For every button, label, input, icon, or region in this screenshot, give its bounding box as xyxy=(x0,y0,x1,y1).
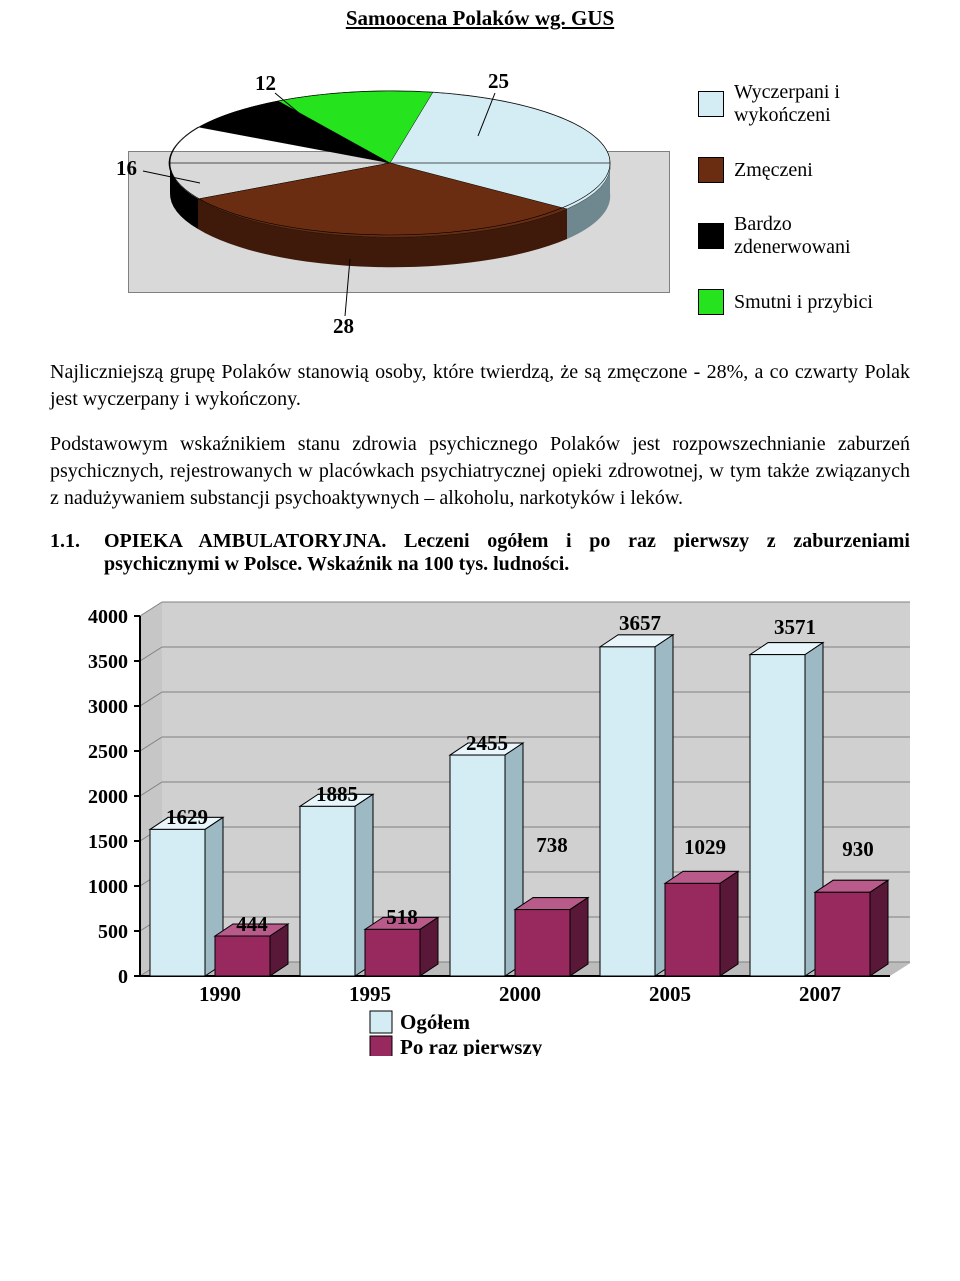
svg-text:Po raz pierwszy: Po raz pierwszy xyxy=(400,1035,543,1056)
svg-text:Ogółem: Ogółem xyxy=(400,1010,470,1034)
svg-text:1000: 1000 xyxy=(88,876,128,898)
svg-text:1885: 1885 xyxy=(316,782,358,806)
legend-label: Bardzo zdenerwowani xyxy=(734,213,910,259)
svg-text:738: 738 xyxy=(536,833,568,857)
page-title: Samoocena Polaków wg. GUS xyxy=(50,6,910,31)
legend-label: Wyczerpani i wykończeni xyxy=(734,81,910,127)
svg-text:2000: 2000 xyxy=(499,982,541,1006)
svg-text:3500: 3500 xyxy=(88,651,128,673)
svg-text:0: 0 xyxy=(118,966,128,988)
svg-text:518: 518 xyxy=(386,905,418,929)
svg-text:930: 930 xyxy=(842,837,874,861)
svg-text:3571: 3571 xyxy=(774,615,816,639)
callout-25: 25 xyxy=(488,69,509,94)
section-title: OPIEKA AMBULATORYJNA. Leczeni ogółem i p… xyxy=(104,530,910,576)
svg-text:1029: 1029 xyxy=(684,835,726,859)
callout-12: 12 xyxy=(255,71,276,96)
svg-text:2500: 2500 xyxy=(88,741,128,763)
bar-chart: 0 500 1000 1500 2000 2500 3000 3500 4000 xyxy=(50,596,910,1056)
svg-text:2455: 2455 xyxy=(466,731,508,755)
bar-svg: 0 500 1000 1500 2000 2500 3000 3500 4000 xyxy=(50,596,910,1056)
svg-text:2000: 2000 xyxy=(88,786,128,808)
callout-28: 28 xyxy=(333,314,354,339)
paragraph-2: Podstawowym wskaźnikiem stanu zdrowia ps… xyxy=(50,431,910,512)
paragraph-1: Najliczniejszą grupę Polaków stanowią os… xyxy=(50,359,910,413)
svg-text:3000: 3000 xyxy=(88,696,128,718)
svg-text:444: 444 xyxy=(236,912,268,936)
callout-16: 16 xyxy=(116,156,137,181)
svg-text:1995: 1995 xyxy=(349,982,391,1006)
svg-text:4000: 4000 xyxy=(88,606,128,628)
section-number: 1.1. xyxy=(50,530,104,576)
section-heading: 1.1. OPIEKA AMBULATORYJNA. Leczeni ogółe… xyxy=(50,530,910,576)
pie-chart: 12 25 16 28 Wyczerpani i wykończeni Zmęc… xyxy=(50,41,910,341)
legend-label: Smutni i przybici xyxy=(734,291,873,314)
svg-text:1990: 1990 xyxy=(199,982,241,1006)
svg-text:1629: 1629 xyxy=(166,805,208,829)
svg-text:2005: 2005 xyxy=(649,982,691,1006)
svg-text:1500: 1500 xyxy=(88,831,128,853)
svg-text:2007: 2007 xyxy=(799,982,841,1006)
svg-text:3657: 3657 xyxy=(619,611,661,635)
svg-text:500: 500 xyxy=(98,921,128,943)
